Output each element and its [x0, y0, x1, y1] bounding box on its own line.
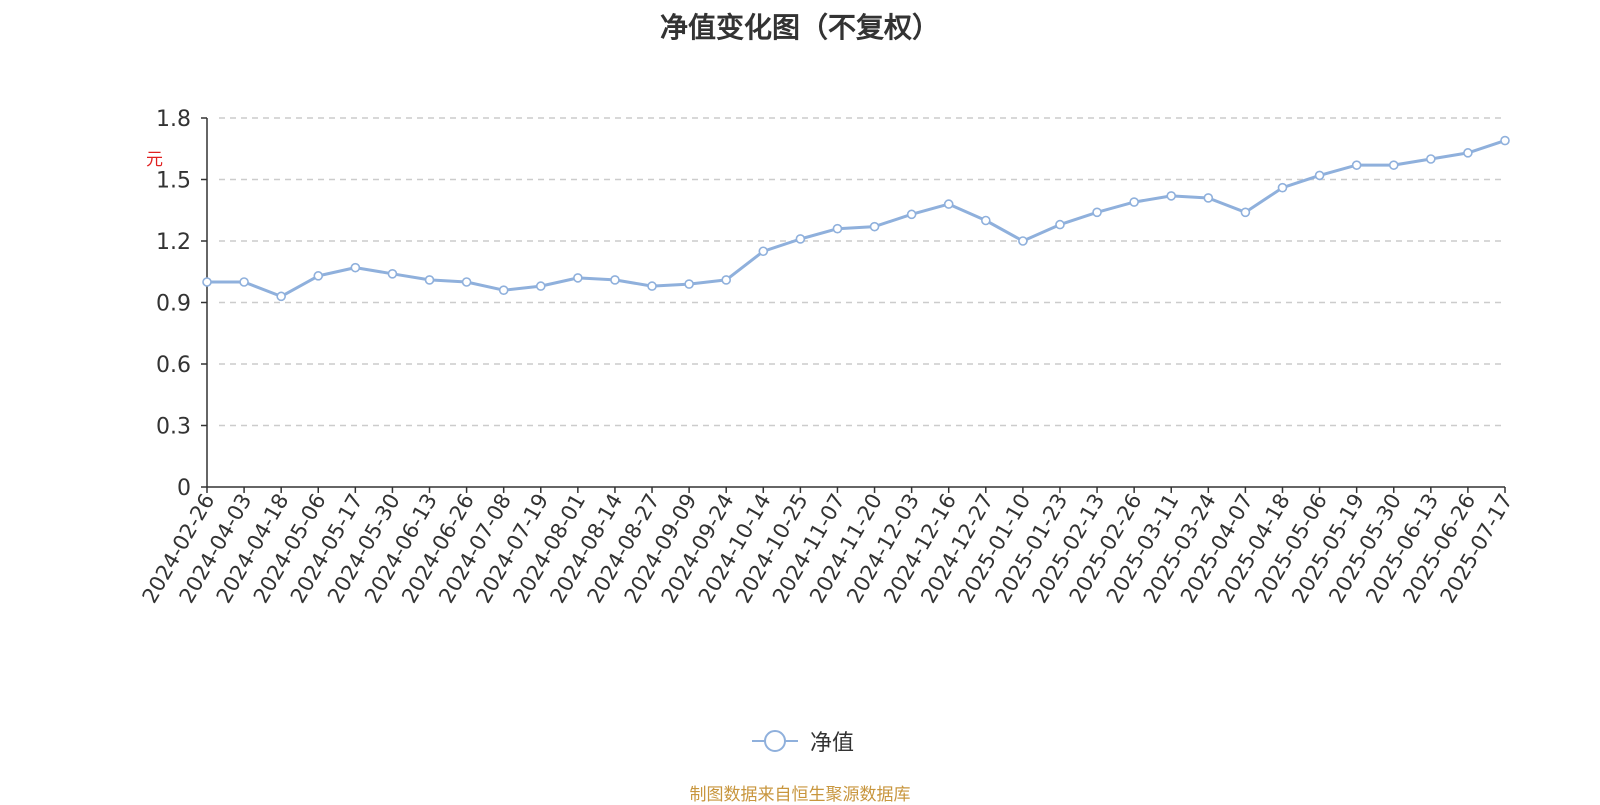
data-point — [461, 277, 472, 287]
data-point — [721, 275, 732, 285]
data-point — [758, 246, 769, 257]
data-point — [239, 277, 249, 287]
data-point — [1314, 170, 1325, 181]
y-tick-label: 0.6 — [156, 353, 191, 378]
y-tick-label: 0.9 — [156, 292, 191, 317]
y-tick-label: 1.2 — [156, 230, 191, 255]
data-point — [647, 281, 657, 291]
x-axis-ticks: 2024-02-262024-04-032024-04-182024-05-06… — [138, 487, 1517, 607]
data-point — [832, 223, 843, 234]
data-point — [573, 273, 583, 283]
data-point — [1463, 148, 1473, 158]
y-axis-unit-label: 元 — [142, 150, 162, 167]
y-tick-label: 0.3 — [156, 415, 191, 440]
y-tick-label: 1.8 — [156, 107, 191, 132]
y-tick-label: 0 — [177, 476, 191, 501]
data-source-note: 制图数据来自恒生聚源数据库 — [689, 785, 911, 805]
data-point — [980, 215, 991, 226]
legend-line-icon — [752, 730, 798, 752]
data-point — [535, 281, 546, 291]
series-markers — [202, 135, 1510, 302]
data-point — [1240, 207, 1251, 218]
y-tick-label: 1.5 — [156, 169, 191, 194]
data-point — [1203, 193, 1214, 203]
data-point — [1055, 219, 1065, 230]
data-point — [795, 234, 806, 244]
data-point — [906, 209, 917, 220]
data-point — [684, 279, 694, 289]
chart-title: 净值变化图（不复权） — [659, 11, 940, 44]
data-point — [1129, 197, 1139, 207]
data-point — [1426, 154, 1436, 164]
data-point — [1277, 182, 1288, 193]
data-point — [1500, 135, 1510, 146]
data-point — [1018, 236, 1028, 246]
data-point — [387, 268, 398, 279]
grid-lines — [219, 117, 1505, 427]
legend-label: 净值 — [810, 731, 855, 756]
series-line-net-value — [207, 139, 1506, 298]
y-axis-ticks: 0 0.3 0.6 0.9 1.2 1.5 1.8 — [156, 107, 207, 501]
data-point — [1388, 160, 1399, 170]
data-point — [202, 277, 212, 287]
data-point — [1351, 160, 1362, 170]
data-point — [313, 271, 324, 281]
data-point — [943, 199, 954, 209]
data-point — [1166, 191, 1177, 201]
data-point — [424, 275, 435, 285]
data-point — [869, 221, 880, 232]
legend[interactable]: 净值 — [750, 725, 854, 757]
data-point — [350, 262, 361, 273]
data-point — [498, 285, 509, 296]
data-point — [1092, 207, 1102, 218]
data-point — [610, 275, 620, 285]
data-point — [276, 291, 286, 302]
